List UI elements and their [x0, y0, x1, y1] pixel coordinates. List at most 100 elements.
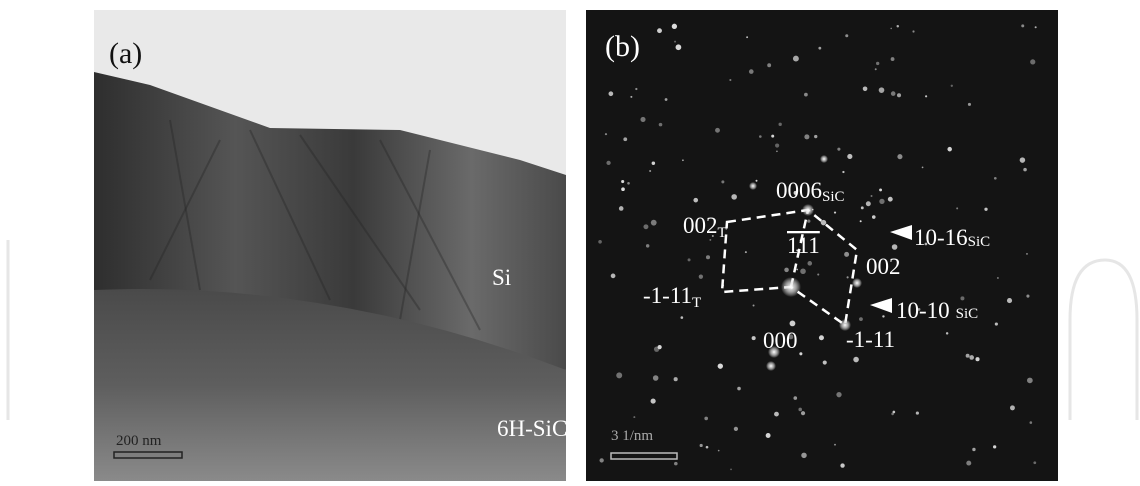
spot [875, 68, 877, 70]
annotation: Si [492, 265, 511, 290]
spot [672, 24, 677, 29]
spot [1023, 168, 1027, 172]
spot [731, 194, 737, 200]
spot [616, 372, 622, 378]
spot [790, 320, 796, 326]
spot [693, 198, 698, 203]
spot [892, 244, 898, 250]
spot [651, 220, 657, 226]
spot [836, 392, 841, 397]
spot [640, 117, 645, 122]
spot [844, 252, 849, 257]
spot [630, 96, 632, 98]
spot-index: 0006 [776, 178, 822, 203]
spot [1030, 421, 1033, 424]
spot [859, 317, 863, 321]
spot [1010, 405, 1015, 410]
spot [888, 197, 893, 202]
spot [633, 416, 635, 418]
spot [882, 315, 884, 317]
spot [753, 305, 755, 307]
spot [897, 154, 902, 159]
spot [737, 387, 741, 391]
spot [745, 251, 747, 253]
spot [890, 28, 892, 30]
spot [1030, 59, 1035, 64]
spot-label: -1-11 [846, 327, 895, 352]
spot [969, 355, 974, 360]
spot [814, 135, 817, 138]
spot [721, 180, 724, 183]
spot [968, 103, 971, 106]
spot [821, 220, 826, 225]
spot [947, 147, 952, 152]
spot [925, 95, 927, 97]
spot-index: -1-11 [643, 283, 692, 308]
spot [623, 137, 627, 141]
spot [966, 354, 970, 358]
spot [651, 399, 656, 404]
panel-label: (a) [109, 37, 142, 70]
panel-label: (b) [605, 30, 640, 63]
spot [922, 167, 924, 169]
spot [997, 277, 999, 279]
spot [779, 123, 782, 126]
spot [960, 296, 964, 300]
spot [801, 453, 806, 458]
spot [946, 332, 948, 334]
spot-index: 002 [683, 213, 718, 238]
spot [746, 36, 748, 38]
spot [674, 377, 678, 381]
spot [665, 98, 668, 101]
spot [776, 150, 778, 152]
spot [1027, 378, 1033, 384]
spot [871, 195, 873, 197]
spot [774, 412, 779, 417]
spot [688, 258, 691, 261]
spot [709, 239, 711, 241]
spot [804, 93, 808, 97]
spot [682, 159, 684, 161]
spot [956, 207, 958, 209]
spot [621, 187, 625, 191]
spot [984, 208, 987, 211]
spot [756, 180, 758, 182]
spot [840, 463, 844, 467]
spot [807, 261, 812, 266]
spot [706, 446, 709, 449]
spot [837, 148, 840, 151]
spot [659, 123, 663, 127]
scale-label: 200 nm [116, 433, 162, 449]
spot [674, 41, 676, 43]
spot-label: 000 [763, 328, 798, 353]
figure: (a) Si 6H-SiC 200 nm (b) 0006SiC 002T 11… [0, 0, 1140, 481]
spot [646, 244, 649, 247]
spot [866, 201, 871, 206]
spot [842, 171, 844, 173]
spot [847, 276, 849, 278]
spot [879, 87, 885, 93]
spot [771, 135, 774, 138]
spot [658, 345, 662, 349]
spot [599, 458, 603, 462]
spot [975, 357, 979, 361]
spot [766, 433, 771, 438]
spot [635, 88, 637, 90]
spot-sub: SiC [968, 234, 991, 250]
spot [845, 34, 848, 37]
spot [793, 56, 799, 62]
spot [1021, 24, 1024, 27]
spot [834, 444, 836, 446]
spot [891, 91, 896, 96]
spot [1020, 157, 1025, 162]
spot [879, 188, 882, 191]
spot [653, 375, 659, 381]
spot [966, 461, 971, 466]
spot [704, 417, 708, 421]
spot [1026, 295, 1029, 298]
spot [674, 462, 678, 466]
spot-sub: T [692, 295, 701, 311]
spot [834, 212, 836, 214]
spot [916, 411, 919, 414]
spot [807, 220, 810, 223]
